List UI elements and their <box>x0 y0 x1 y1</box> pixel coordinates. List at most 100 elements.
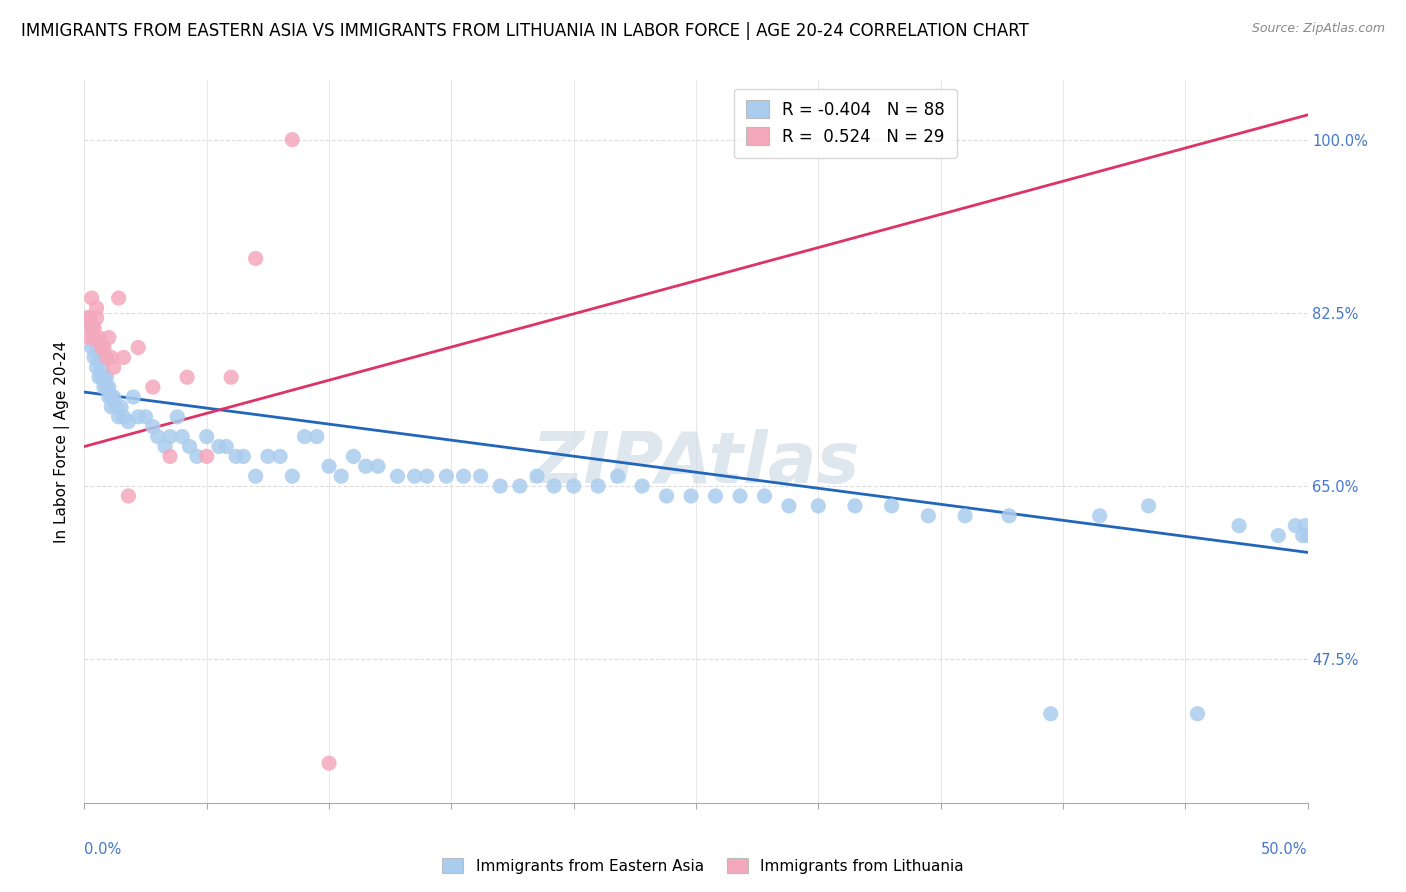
Point <box>1267 528 1289 542</box>
Point <box>100 351 122 365</box>
Point <box>87 351 110 365</box>
Point <box>232 450 254 464</box>
Point <box>80 320 103 334</box>
Point <box>778 499 800 513</box>
Point <box>86 301 108 315</box>
Point <box>86 310 108 325</box>
Legend: Immigrants from Eastern Asia, Immigrants from Lithuania: Immigrants from Eastern Asia, Immigrants… <box>436 852 970 880</box>
Point <box>86 360 108 375</box>
Point <box>1187 706 1209 721</box>
Point <box>100 390 122 404</box>
Point <box>1137 499 1160 513</box>
Point <box>807 499 830 513</box>
Point <box>1227 518 1250 533</box>
Point <box>436 469 458 483</box>
Point <box>103 360 125 375</box>
Point <box>112 351 135 365</box>
Point <box>562 479 585 493</box>
Point <box>90 360 112 375</box>
Point <box>416 469 439 483</box>
Text: IMMIGRANTS FROM EASTERN ASIA VS IMMIGRANTS FROM LITHUANIA IN LABOR FORCE | AGE 2: IMMIGRANTS FROM EASTERN ASIA VS IMMIGRAN… <box>21 22 1029 40</box>
Point <box>117 489 139 503</box>
Y-axis label: In Labor Force | Age 20-24: In Labor Force | Age 20-24 <box>55 341 70 542</box>
Point <box>294 429 316 443</box>
Point <box>107 291 129 305</box>
Point <box>80 291 103 305</box>
Point <box>1294 518 1316 533</box>
Point <box>281 133 304 147</box>
Point <box>208 440 231 454</box>
Point <box>77 310 100 325</box>
Point <box>76 310 98 325</box>
Point <box>917 508 939 523</box>
Legend: R = -0.404   N = 88, R =  0.524   N = 29: R = -0.404 N = 88, R = 0.524 N = 29 <box>734 88 956 158</box>
Point <box>127 341 149 355</box>
Point <box>728 489 751 503</box>
Point <box>146 429 169 443</box>
Point <box>96 351 118 365</box>
Point <box>122 390 145 404</box>
Point <box>142 380 165 394</box>
Point <box>110 400 132 414</box>
Point <box>318 756 340 771</box>
Point <box>219 370 242 384</box>
Text: ZIPAtlas: ZIPAtlas <box>531 429 860 498</box>
Point <box>257 450 280 464</box>
Point <box>655 489 678 503</box>
Point <box>93 341 115 355</box>
Point <box>166 409 188 424</box>
Point <box>367 459 389 474</box>
Point <box>880 499 903 513</box>
Point <box>586 479 609 493</box>
Point <box>489 479 512 493</box>
Point <box>354 459 377 474</box>
Text: 0.0%: 0.0% <box>84 842 121 856</box>
Point <box>305 429 328 443</box>
Point <box>103 390 125 404</box>
Point <box>330 469 353 483</box>
Point <box>195 429 218 443</box>
Point <box>526 469 548 483</box>
Point <box>107 409 129 424</box>
Point <box>117 415 139 429</box>
Point <box>606 469 628 483</box>
Point <box>453 469 475 483</box>
Point <box>509 479 531 493</box>
Point <box>96 380 118 394</box>
Point <box>1296 528 1319 542</box>
Point <box>1284 518 1306 533</box>
Point <box>245 469 267 483</box>
Point <box>97 380 120 394</box>
Point <box>83 351 105 365</box>
Point <box>543 479 565 493</box>
Point <box>100 400 122 414</box>
Point <box>159 450 181 464</box>
Point <box>87 370 110 384</box>
Point <box>127 409 149 424</box>
Point <box>112 409 135 424</box>
Point <box>1088 508 1111 523</box>
Point <box>844 499 866 513</box>
Point <box>681 489 703 503</box>
Point <box>179 440 201 454</box>
Point <box>90 370 112 384</box>
Point <box>387 469 409 483</box>
Point <box>83 330 105 344</box>
Point <box>87 330 110 344</box>
Point <box>86 341 108 355</box>
Point <box>215 440 238 454</box>
Point <box>1039 706 1062 721</box>
Point <box>225 450 247 464</box>
Point <box>318 459 340 474</box>
Point <box>135 409 157 424</box>
Point <box>83 320 105 334</box>
Point <box>404 469 426 483</box>
Point <box>105 400 128 414</box>
Point <box>93 380 115 394</box>
Point <box>90 341 112 355</box>
Point <box>281 469 304 483</box>
Point <box>953 508 976 523</box>
Point <box>195 450 218 464</box>
Text: Source: ZipAtlas.com: Source: ZipAtlas.com <box>1251 22 1385 36</box>
Point <box>172 429 194 443</box>
